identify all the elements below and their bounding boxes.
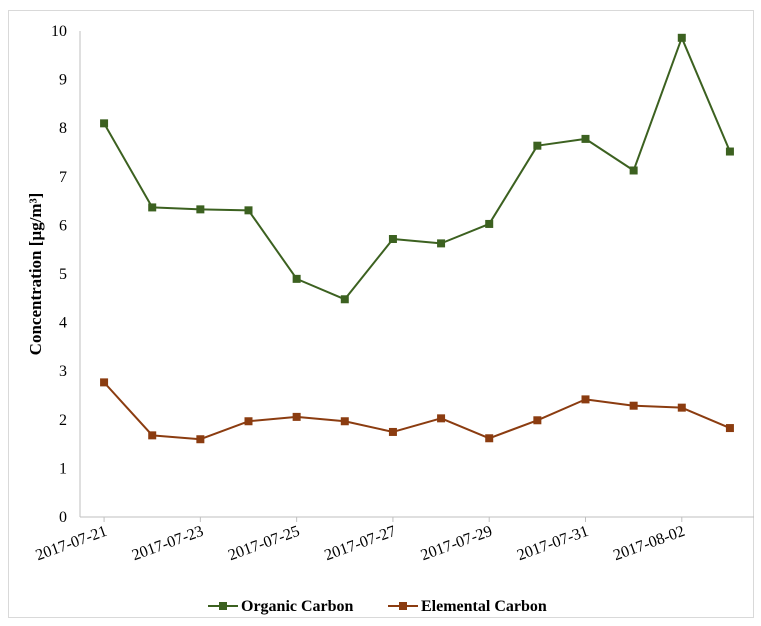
y-tick-label: 7 — [59, 169, 67, 186]
organic-carbon-legend-label: Organic Carbon — [241, 598, 354, 615]
y-tick-label: 6 — [59, 217, 67, 234]
elemental-carbon-point — [533, 416, 542, 425]
organic-carbon-point — [485, 219, 494, 228]
elemental-carbon-legend-marker — [399, 602, 407, 610]
organic-carbon-point — [725, 147, 734, 156]
elemental-carbon-point — [388, 427, 397, 436]
y-tick-label: 2 — [59, 412, 67, 429]
organic-carbon-point — [437, 239, 446, 248]
elemental-carbon-point — [148, 431, 157, 440]
elemental-carbon-legend-label: Elemental Carbon — [421, 598, 547, 615]
chart-frame — [8, 10, 754, 618]
elemental-carbon-point — [292, 412, 301, 421]
y-tick-label: 1 — [59, 460, 67, 477]
series-layer — [100, 33, 734, 444]
x-tick-label: 2017-07-27 — [322, 523, 398, 565]
y-tick-label: 0 — [59, 509, 67, 526]
elemental-carbon-point — [581, 395, 590, 404]
organic-carbon-point — [629, 166, 638, 175]
organic-carbon-line — [103, 36, 731, 301]
organic-carbon-point — [677, 33, 686, 42]
y-tick-label: 8 — [59, 120, 67, 137]
x-ticks: 2017-07-21 2017-07-23 2017-07-25 2017-07-27… — [33, 517, 687, 564]
organic-carbon-point — [533, 141, 542, 150]
elemental-carbon-point — [437, 414, 446, 423]
y-ticks: 0 1 2 3 4 5 6 7 8 9 10 — [51, 23, 67, 526]
x-tick-label: 2017-07-29 — [419, 523, 495, 565]
organic-carbon-point — [581, 134, 590, 143]
organic-carbon-point — [292, 274, 301, 283]
y-tick-label: 4 — [59, 315, 67, 332]
x-tick-label: 2017-08-02 — [611, 523, 687, 565]
legend: Organic Carbon Elemental Carbon — [208, 598, 547, 615]
y-tick-label: 9 — [59, 72, 67, 89]
x-tick-label: 2017-07-25 — [226, 523, 302, 565]
elemental-carbon-line — [103, 381, 731, 441]
y-tick-label: 10 — [51, 23, 67, 40]
elemental-carbon-point — [725, 424, 734, 433]
organic-carbon-point — [388, 235, 397, 244]
x-tick-label: 2017-07-21 — [33, 523, 109, 565]
organic-carbon-point — [244, 206, 253, 215]
elemental-carbon-point — [100, 378, 109, 387]
organic-carbon-point — [340, 295, 349, 304]
elemental-carbon-point — [629, 401, 638, 410]
y-axis-label: Concentration [µg/m³] — [26, 193, 45, 356]
organic-carbon-legend-marker — [219, 602, 227, 610]
organic-carbon-point — [100, 119, 109, 128]
organic-carbon-point — [148, 203, 157, 212]
x-tick-label: 2017-07-31 — [515, 523, 591, 565]
elemental-carbon-point — [677, 403, 686, 412]
elemental-carbon-point — [485, 434, 494, 443]
elemental-carbon-point — [244, 417, 253, 426]
y-tick-label: 3 — [59, 363, 67, 380]
y-tick-label: 5 — [59, 266, 67, 283]
x-tick-label: 2017-07-23 — [130, 523, 206, 565]
organic-carbon-point — [196, 205, 205, 214]
elemental-carbon-point — [196, 435, 205, 444]
elemental-carbon-point — [340, 417, 349, 426]
